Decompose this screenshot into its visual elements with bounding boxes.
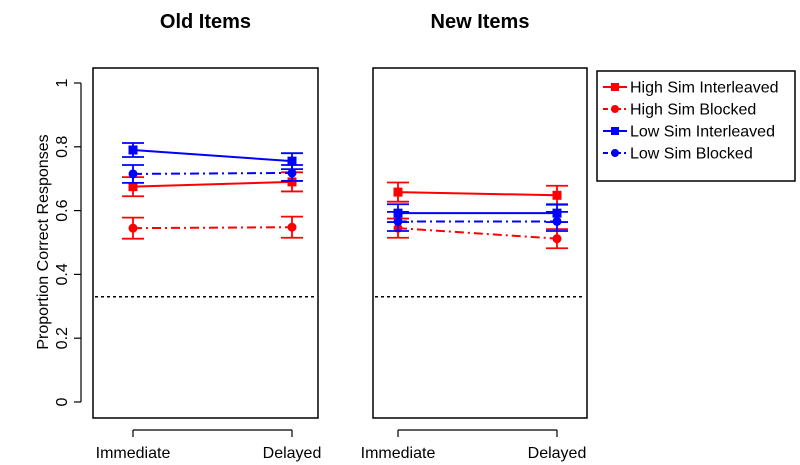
y-tick-label: 0.8 <box>54 136 71 158</box>
y-tick-label: 0.2 <box>54 327 71 349</box>
data-point <box>287 168 297 178</box>
y-axis-label: Proportion Correct Responses <box>35 134 52 349</box>
data-point <box>393 216 403 226</box>
old-items-series-low-sim-interleaved <box>122 142 303 171</box>
legend-item-low-sim-blocked: Low Sim Blocked <box>603 146 753 163</box>
new-items-series-low-sim-blocked <box>387 210 568 232</box>
new-items-title: New Items <box>431 11 530 33</box>
legend-label: High Sim Blocked <box>630 102 756 119</box>
data-point <box>287 156 297 166</box>
data-point <box>552 234 562 244</box>
old-items-frame <box>92 67 319 419</box>
old-items-series-high-sim-blocked <box>122 215 303 240</box>
new-items-series-high-sim-interleaved <box>387 181 568 206</box>
legend-marker <box>611 105 619 113</box>
panel-new-items: New Items Immediate Delayed <box>361 11 588 462</box>
old-items-title: Old Items <box>160 11 251 33</box>
old-items-series-low-sim-blocked <box>122 164 303 184</box>
legend-box <box>596 70 796 182</box>
y-tick-label: 0 <box>54 397 71 406</box>
series-line <box>132 226 293 230</box>
legend-marker <box>611 149 619 157</box>
old-items-series-high-sim-interleaved <box>122 171 303 198</box>
series-line <box>132 171 293 175</box>
x-tick-label-delayed: Delayed <box>263 445 322 462</box>
y-tick-label: 0.6 <box>54 199 71 221</box>
panel-old-items: Old Items 0 0.2 0.4 0.6 0.8 1 Immediate Delayed <box>54 11 321 462</box>
new-items-series-low-sim-interleaved <box>387 203 568 223</box>
x-tick-label-immediate: Immediate <box>361 445 436 462</box>
legend-item-high-sim-interleaved: High Sim Interleaved <box>603 80 779 97</box>
legend-marker <box>611 127 619 135</box>
new-items-series-high-sim-blocked <box>387 217 568 250</box>
legend-label: Low Sim Interleaved <box>630 124 775 141</box>
legend-item-high-sim-blocked: High Sim Blocked <box>603 102 756 119</box>
series-line <box>397 227 558 240</box>
series-line <box>397 191 558 197</box>
data-point <box>393 187 403 197</box>
data-point <box>552 216 562 226</box>
series-line <box>132 148 293 163</box>
legend-label: High Sim Interleaved <box>630 80 779 97</box>
data-point <box>128 145 138 155</box>
data-point <box>552 190 562 200</box>
data-point <box>287 222 297 232</box>
legend-marker <box>611 83 619 91</box>
series-line <box>132 180 293 188</box>
legend-item-low-sim-interleaved: Low Sim Interleaved <box>603 124 775 141</box>
data-point <box>128 223 138 233</box>
data-point <box>128 169 138 179</box>
y-tick-label: 1 <box>54 78 71 87</box>
legend: High Sim Interleaved High Sim Blocked Low … <box>596 70 796 182</box>
data-point <box>128 182 138 192</box>
y-tick-label: 0.4 <box>54 263 71 285</box>
x-tick-label-delayed: Delayed <box>528 445 587 462</box>
data-point <box>287 177 297 187</box>
legend-label: Low Sim Blocked <box>630 146 753 163</box>
x-tick-label-immediate: Immediate <box>96 445 171 462</box>
new-items-frame <box>372 67 588 419</box>
